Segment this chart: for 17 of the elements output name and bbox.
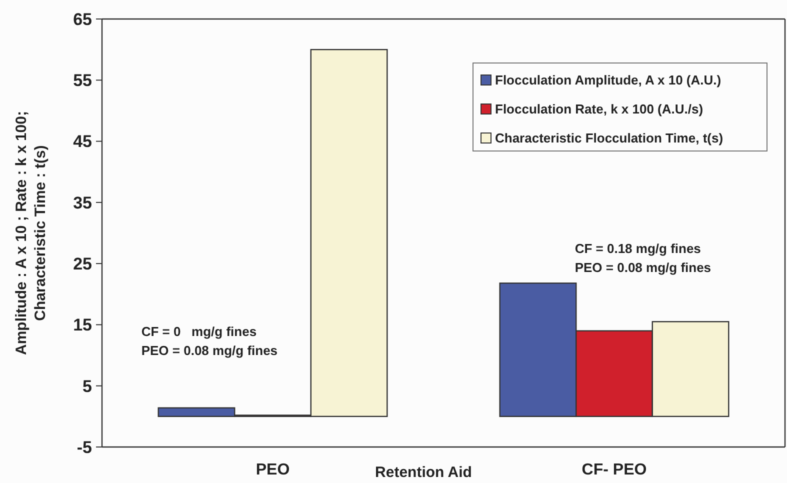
annotation: CF = 0.18 mg/g fines PEO = 0.08 mg/g fines [574, 241, 712, 275]
x-tick-label: PEO [256, 462, 290, 479]
y-tick-label: 35 [73, 193, 92, 212]
annotation: CF = 0 mg/g fines PEO = 0.08 mg/g fines [141, 324, 278, 358]
x-tick-label: CF- PEO [582, 462, 647, 479]
y-tick-label: 25 [73, 254, 92, 274]
y-tick-label: 45 [73, 132, 92, 152]
legend-label: Flocculation Rate, k x 100 (A.U./s) [495, 102, 704, 117]
y-tick-label: -5 [76, 438, 92, 457]
legend-label: Characteristic Flocculation Time, t(s) [495, 130, 724, 146]
y-tick-label: 15 [73, 316, 92, 335]
y-tick-label: 65 [73, 10, 92, 29]
x-axis-title: Retention Aid [375, 464, 472, 481]
y-tick-label: 5 [82, 376, 92, 396]
legend-label: Flocculation Amplitude, A x 10 (A.U.) [495, 72, 722, 88]
y-tick-label: 55 [73, 71, 92, 90]
y-axis-title: Amplitude : A x 10 ; Rate : k x 100; Characteristic Time : t(s) [13, 111, 49, 355]
